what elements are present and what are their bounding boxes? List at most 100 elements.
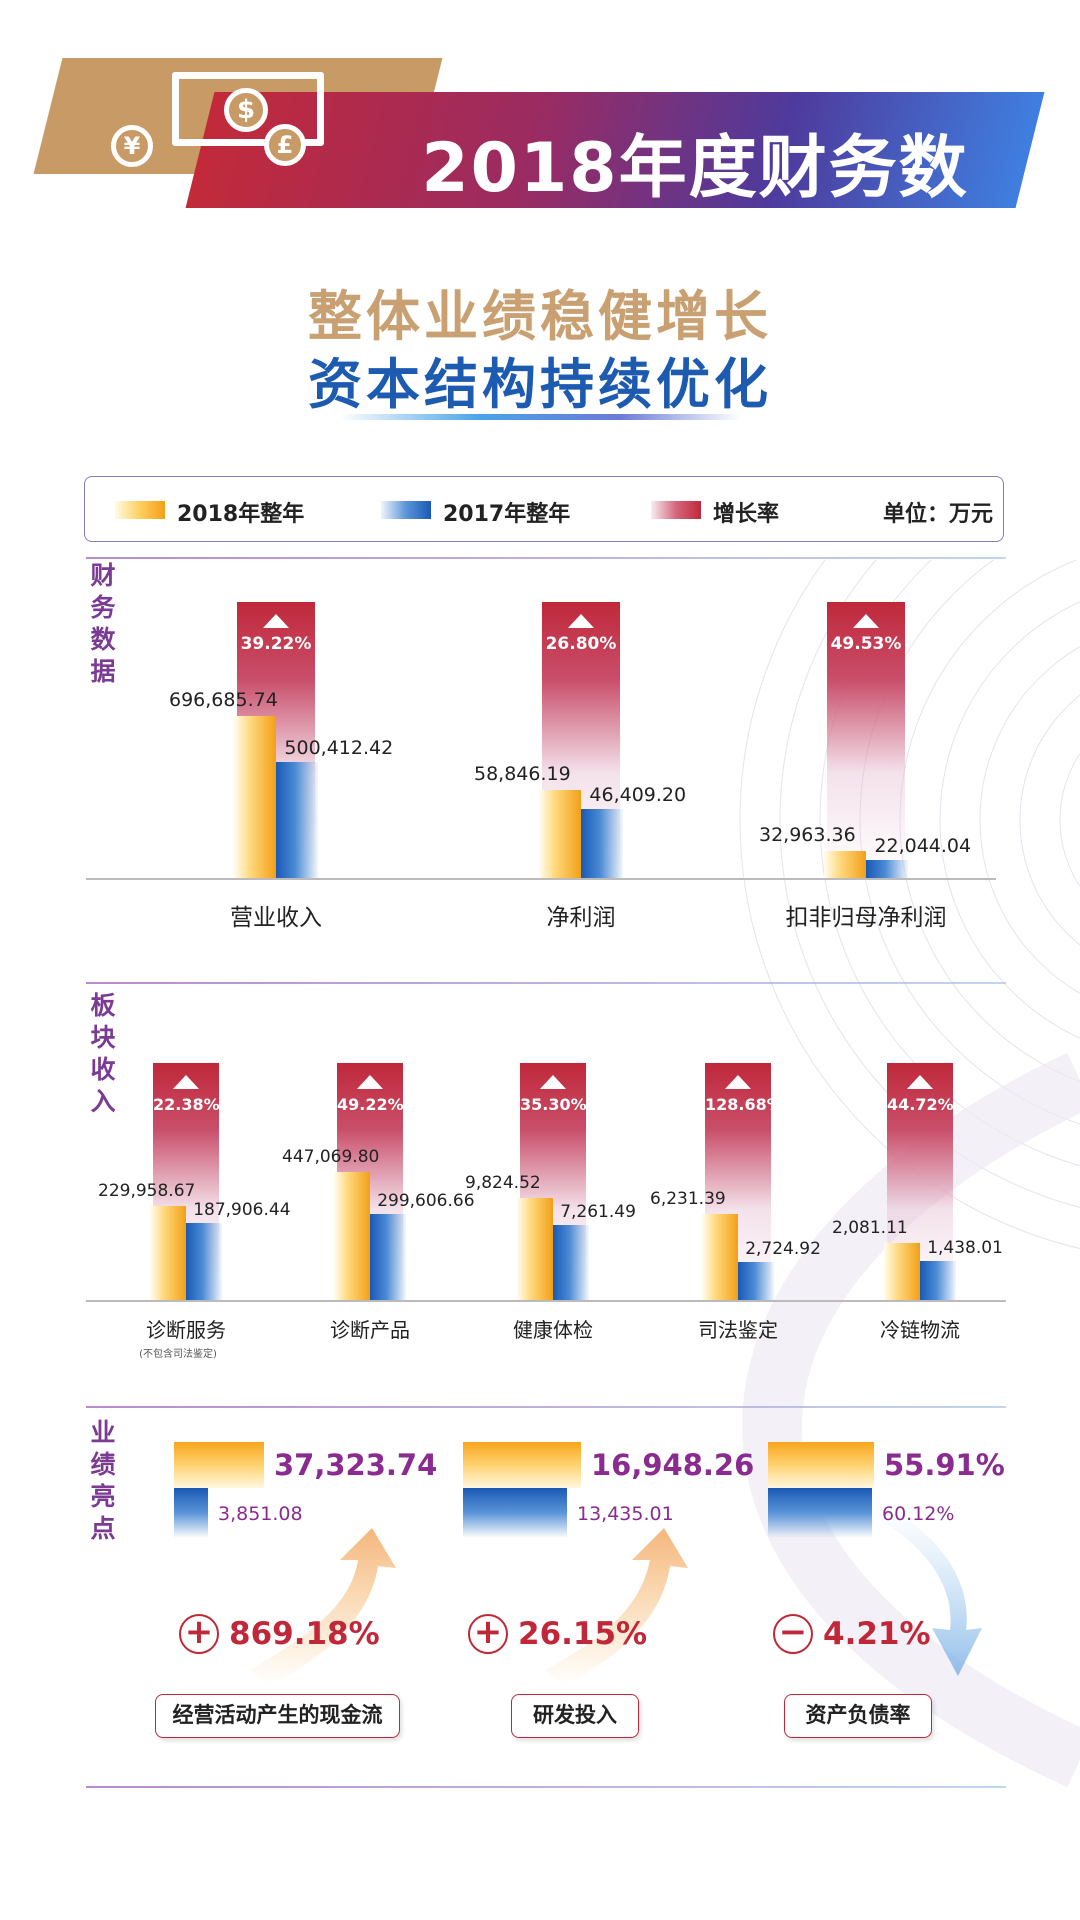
category-note: (不包含司法鉴定) (139, 1349, 217, 1360)
value-label-2018: 32,963.36 (759, 824, 856, 846)
category-label: 诊断服务 (146, 1318, 226, 1342)
category-label: 健康体检 (513, 1318, 593, 1342)
bar-2017 (920, 1260, 956, 1300)
highlight-value-2017: 60.12% (882, 1503, 955, 1525)
category-label: 诊断产品 (330, 1318, 410, 1342)
highlight-label: 研发投入 (511, 1694, 639, 1738)
growth-rate-label: 22.38% (153, 1095, 220, 1114)
category-label: 司法鉴定 (698, 1318, 778, 1342)
highlight-bar-2018 (463, 1442, 581, 1488)
value-label-2017: 187,906.44 (193, 1200, 291, 1221)
bar-2018 (539, 790, 581, 878)
bar-2017 (866, 859, 908, 878)
legend-label-2017: 2017年整年 (443, 502, 571, 527)
highlight-bar-2017 (768, 1488, 872, 1538)
highlight-value-2017: 3,851.08 (218, 1503, 303, 1525)
bar-2017 (738, 1262, 774, 1300)
section-divider-bottom (86, 1786, 1006, 1788)
yen-coin-icon: ¥ (111, 125, 153, 167)
highlight-arrows (250, 1510, 982, 1685)
plus-icon: + (179, 1614, 219, 1654)
growth-rate-label: 39.22% (240, 634, 312, 654)
headline-line-1: 整体业绩稳健增长 (308, 285, 772, 348)
up-arrow-icon (250, 1528, 396, 1685)
growth-rate-box (827, 602, 905, 878)
value-label-2018: 229,958.67 (98, 1181, 196, 1201)
value-label-2018: 58,846.19 (474, 763, 571, 785)
pound-coin-icon: £ (264, 124, 306, 166)
triangle-up-icon (725, 1075, 751, 1089)
highlight-value-2018: 16,948.26 (591, 1448, 755, 1482)
bar-2018 (234, 716, 276, 878)
page-title: 2018年度财务数据 (421, 129, 969, 307)
highlight-value-2018: 55.91% (884, 1448, 1005, 1482)
bar-2018 (150, 1206, 186, 1300)
highlight-label: 经营活动产生的现金流 (155, 1694, 400, 1738)
section-divider-highlights (86, 1406, 1006, 1408)
triangle-up-icon (853, 614, 879, 628)
triangle-up-icon (263, 614, 289, 628)
highlight-bar-2018 (768, 1442, 874, 1488)
legend-label-growth: 增长率 (713, 502, 780, 527)
highlight-value-2017: 13,435.01 (577, 1503, 674, 1525)
triangle-up-icon (907, 1075, 933, 1089)
section-title-segment: 板块收入 (90, 991, 116, 1116)
value-label-2017: 2,724.92 (745, 1239, 821, 1260)
triangle-up-icon (173, 1075, 199, 1089)
value-label-2018: 9,824.52 (465, 1173, 541, 1193)
axis-baseline-segment (86, 1300, 1006, 1302)
headline-line-2: 资本结构持续优化 (308, 353, 772, 416)
growth-rate-label: 49.22% (337, 1095, 404, 1114)
legend-swatch-2018 (115, 501, 165, 519)
category-label: 净利润 (546, 905, 616, 931)
unit-label: 单位：万元 (883, 502, 994, 527)
dollar-coin-icon: $ (224, 88, 268, 132)
highlight-bar-2017 (174, 1488, 208, 1538)
up-arrow-icon (545, 1528, 688, 1685)
bar-2017 (581, 808, 623, 878)
bar-2018 (334, 1172, 370, 1300)
section-divider-financial (86, 557, 1006, 559)
triangle-up-icon (540, 1075, 566, 1089)
section-divider-segment (86, 982, 1006, 984)
highlight-value-2018: 37,323.74 (274, 1448, 438, 1482)
category-label: 营业收入 (230, 905, 322, 931)
growth-rate-label: 49.53% (830, 634, 902, 654)
highlight-change: 869.18% (229, 1616, 380, 1652)
axis-baseline-financial (86, 878, 996, 880)
category-label: 冷链物流 (880, 1318, 960, 1342)
value-label-2018: 696,685.74 (169, 689, 278, 711)
highlight-bar-2018 (174, 1442, 264, 1488)
highlight-change: 26.15% (518, 1616, 648, 1652)
value-label-2018: 2,081.11 (832, 1218, 908, 1238)
down-arrow-icon (880, 1510, 982, 1676)
bar-2018 (702, 1214, 738, 1300)
bar-2017 (186, 1223, 222, 1300)
growth-rate-label: 44.72% (887, 1095, 954, 1114)
plus-icon: + (468, 1614, 508, 1654)
value-label-2017: 500,412.42 (284, 736, 394, 759)
legend-swatch-2017 (381, 501, 431, 519)
growth-rate-label: 35.30% (520, 1095, 587, 1114)
value-label-2018: 6,231.39 (650, 1189, 726, 1209)
bar-2018 (824, 851, 866, 878)
minus-icon: − (773, 1614, 813, 1654)
growth-rate-label: 26.80% (545, 634, 617, 654)
legend-label-2018: 2018年整年 (177, 502, 305, 527)
bar-2017 (553, 1224, 589, 1300)
highlight-bar-2017 (463, 1488, 567, 1538)
highlight-change: 4.21% (823, 1616, 931, 1652)
highlight-label: 资产负债率 (784, 1694, 932, 1738)
value-label-2017: 7,261.49 (560, 1201, 636, 1222)
bar-2017 (370, 1214, 406, 1300)
bar-2018 (517, 1198, 553, 1300)
triangle-up-icon (357, 1075, 383, 1089)
category-label: 扣非归母净利润 (785, 905, 947, 931)
value-label-2018: 447,069.80 (282, 1147, 380, 1167)
triangle-up-icon (568, 614, 594, 628)
value-label-2017: 22,044.04 (874, 834, 972, 857)
bar-2018 (884, 1243, 920, 1300)
headline-underline (340, 414, 740, 420)
value-label-2017: 1,438.01 (927, 1237, 1003, 1258)
growth-rate-label: 128.68% (705, 1095, 783, 1114)
